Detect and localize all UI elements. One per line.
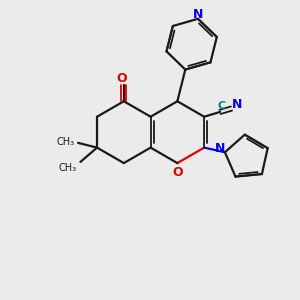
Text: N: N bbox=[232, 98, 243, 111]
Text: CH₃: CH₃ bbox=[59, 163, 77, 173]
Text: O: O bbox=[172, 166, 183, 179]
Text: C: C bbox=[217, 101, 225, 111]
Text: N: N bbox=[215, 142, 225, 155]
Text: CH₃: CH₃ bbox=[56, 137, 74, 147]
Text: O: O bbox=[116, 72, 127, 85]
Text: N: N bbox=[193, 8, 203, 21]
